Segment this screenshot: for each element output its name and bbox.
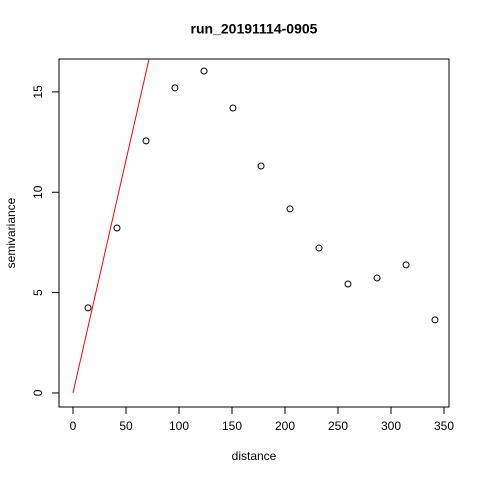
point xyxy=(315,244,323,252)
point xyxy=(431,316,439,324)
point xyxy=(84,304,92,312)
point xyxy=(344,280,352,288)
y-tick-label: 5 xyxy=(31,289,45,296)
x-tick-label: 50 xyxy=(119,419,133,433)
plot-area xyxy=(72,59,439,394)
x-tick-label: 0 xyxy=(70,419,77,433)
x-axis-label: distance xyxy=(232,449,277,463)
x-tick-label: 350 xyxy=(434,419,454,433)
y-axis-label: semivariance xyxy=(4,197,18,268)
x-tick-label: 100 xyxy=(169,419,189,433)
point xyxy=(171,84,179,92)
point xyxy=(402,261,410,269)
point xyxy=(373,274,381,282)
x-tick-label: 200 xyxy=(275,419,295,433)
point xyxy=(142,137,150,145)
x-tick-label: 300 xyxy=(381,419,401,433)
point xyxy=(113,224,121,232)
y-tick-label: 0 xyxy=(31,389,45,396)
chart-title: run_20191114-0905 xyxy=(191,21,318,37)
x-tick-label: 150 xyxy=(222,419,242,433)
point xyxy=(200,67,208,75)
y-tick-label: 10 xyxy=(31,185,45,199)
fit-line xyxy=(72,59,150,394)
x-tick-label: 250 xyxy=(328,419,348,433)
point xyxy=(286,205,294,213)
y-tick-label: 15 xyxy=(31,85,45,99)
point xyxy=(229,104,237,112)
point xyxy=(257,162,265,170)
